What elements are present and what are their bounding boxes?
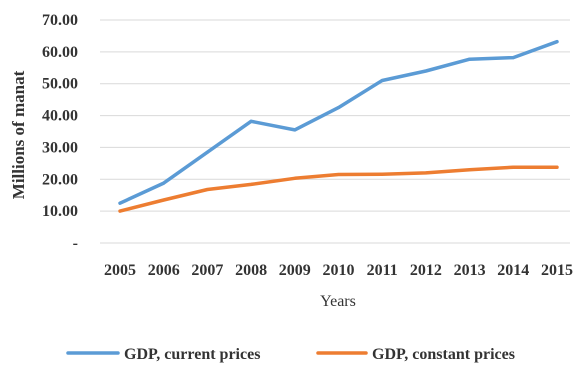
data-point (205, 150, 209, 154)
legend-label-0: GDP, current prices (124, 346, 260, 363)
data-point (293, 128, 297, 132)
data-point (380, 172, 384, 176)
data-point (118, 209, 122, 213)
data-point (205, 187, 209, 191)
data-point (249, 119, 253, 123)
x-tick-label: 2011 (367, 262, 398, 279)
gridlines (100, 19, 570, 244)
data-point (162, 181, 166, 185)
x-tick-label: 2006 (148, 262, 180, 279)
data-point (249, 182, 253, 186)
x-tick-label: 2014 (497, 262, 529, 279)
y-tick-label: - (73, 235, 78, 252)
x-axis-title: Years (320, 293, 356, 310)
y-axis-ticks: - 10.00 20.00 30.00 40.00 50.00 60.00 70.00 (42, 12, 78, 252)
legend: GDP, current prices GDP, constant prices (66, 346, 515, 363)
data-point (468, 168, 472, 172)
x-tick-label: 2009 (279, 262, 311, 279)
data-point (468, 57, 472, 61)
y-tick-label: 40.00 (42, 108, 78, 125)
y-tick-label: 30.00 (42, 139, 78, 156)
data-point (511, 165, 515, 169)
data-point (162, 198, 166, 202)
data-point (293, 176, 297, 180)
data-point (118, 201, 122, 205)
y-tick-label: 50.00 (42, 76, 78, 93)
x-tick-label: 2007 (191, 262, 223, 279)
data-point (424, 171, 428, 175)
x-tick-label: 2010 (323, 262, 355, 279)
data-point (424, 69, 428, 73)
y-axis-title: Millions of manat (9, 70, 28, 199)
x-tick-label: 2005 (104, 262, 136, 279)
data-point (337, 173, 340, 177)
x-tick-label: 2015 (541, 262, 573, 279)
y-tick-label: 10.00 (42, 203, 78, 220)
x-tick-label: 2012 (410, 262, 442, 279)
x-tick-label: 2013 (454, 262, 486, 279)
data-point (555, 165, 559, 169)
data-point (511, 56, 515, 60)
y-tick-label: 20.00 (42, 171, 78, 188)
x-tick-label: 2008 (235, 262, 267, 279)
y-tick-label: 60.00 (42, 44, 78, 61)
data-point (555, 40, 559, 44)
legend-label-1: GDP, constant prices (372, 346, 515, 363)
y-tick-label: 70.00 (42, 12, 78, 29)
data-point (337, 106, 340, 110)
x-axis-ticks: 2005 2006 2007 2008 2009 2010 2011 2012 2013 2014… (104, 262, 573, 279)
series-lines (118, 39, 559, 213)
data-point (380, 79, 384, 83)
